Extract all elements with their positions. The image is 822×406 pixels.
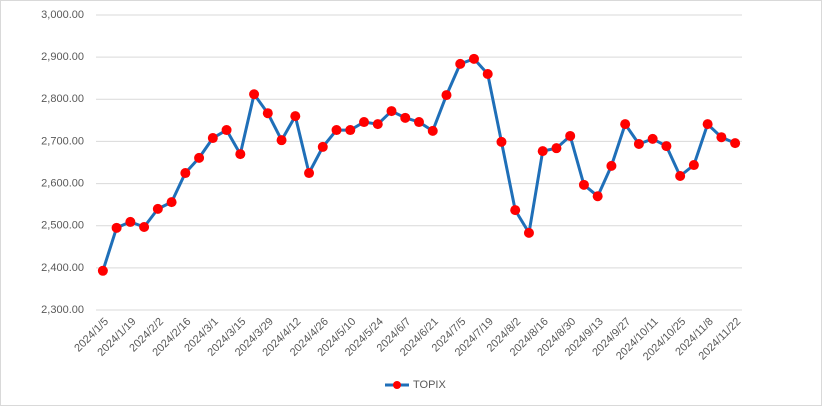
data-point — [633, 138, 644, 149]
data-point — [359, 117, 370, 128]
data-point — [345, 125, 356, 136]
y-tick-label: 2,400.00 — [41, 262, 84, 274]
data-point — [400, 112, 411, 123]
data-point — [730, 138, 741, 149]
data-point — [235, 149, 246, 160]
data-point — [221, 125, 232, 136]
data-point — [207, 133, 218, 144]
legend-marker — [393, 381, 401, 389]
data-point — [537, 146, 548, 157]
data-point — [194, 152, 205, 163]
data-point — [262, 108, 273, 119]
data-point — [661, 141, 672, 152]
legend-label: TOPIX — [413, 379, 446, 391]
data-point — [139, 221, 150, 232]
data-point — [496, 136, 507, 147]
data-point — [510, 205, 521, 216]
data-point — [180, 168, 191, 179]
data-point — [317, 141, 328, 152]
data-point — [276, 135, 287, 146]
y-tick-label: 2,500.00 — [41, 220, 84, 232]
y-tick-label: 2,600.00 — [41, 177, 84, 189]
y-tick-label: 2,900.00 — [41, 51, 84, 63]
data-point — [468, 53, 479, 64]
data-point — [111, 222, 122, 233]
data-point — [386, 106, 397, 117]
data-point — [331, 125, 342, 136]
data-point — [125, 216, 136, 227]
data-point — [290, 111, 301, 122]
data-point — [372, 119, 383, 130]
data-point — [441, 90, 452, 101]
data-point — [427, 125, 438, 136]
y-tick-label: 3,000.00 — [41, 9, 84, 21]
data-point — [675, 170, 686, 181]
data-point — [152, 203, 163, 214]
y-tick-label: 2,700.00 — [41, 135, 84, 147]
data-point — [620, 119, 631, 130]
data-point — [606, 160, 617, 171]
data-point — [647, 133, 658, 144]
data-point — [565, 130, 576, 141]
data-point — [688, 160, 699, 171]
data-point — [702, 119, 713, 130]
data-point — [523, 227, 534, 238]
data-point — [551, 143, 562, 154]
data-point — [716, 132, 727, 143]
data-point — [414, 117, 424, 128]
data-point — [249, 89, 260, 100]
data-point — [578, 179, 589, 190]
data-point — [455, 58, 466, 69]
y-tick-label: 2,800.00 — [41, 93, 84, 105]
y-tick-label: 2,300.00 — [41, 304, 84, 316]
data-point — [592, 191, 603, 202]
data-point — [97, 265, 108, 276]
data-point — [482, 69, 493, 79]
data-point — [304, 168, 315, 179]
data-point — [166, 197, 177, 208]
